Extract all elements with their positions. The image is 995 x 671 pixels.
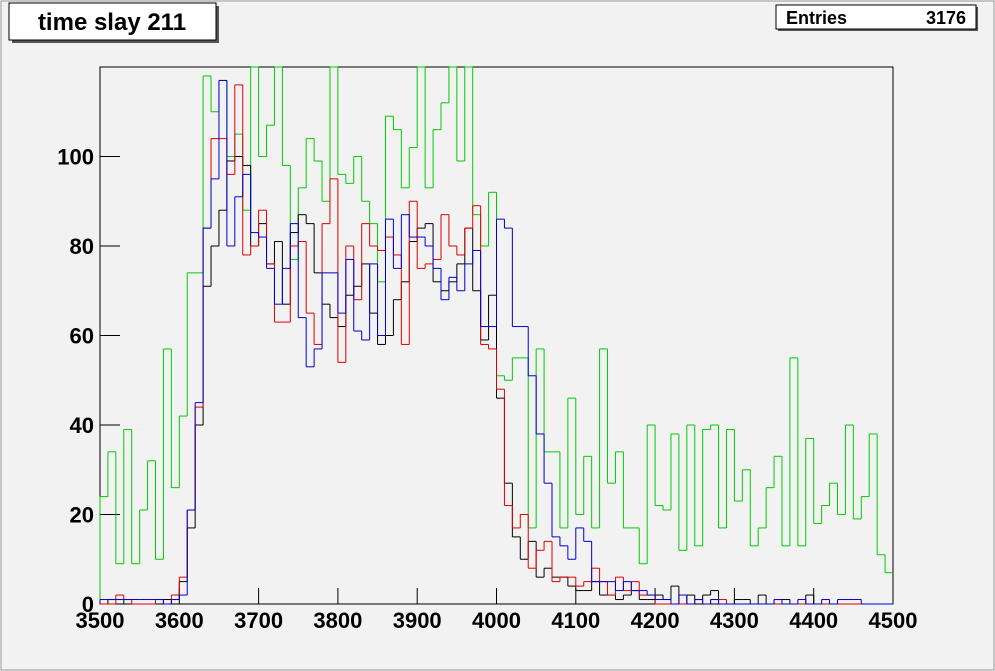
x-tick-label: 4500 <box>869 608 918 633</box>
y-tick-label: 60 <box>70 324 94 349</box>
chart-title: time slay 211 <box>38 9 186 36</box>
y-tick-label: 80 <box>70 234 94 259</box>
stats-value: 3176 <box>926 8 966 28</box>
x-tick-label: 3700 <box>234 608 283 633</box>
x-tick-label: 3500 <box>76 608 125 633</box>
x-tick-label: 3800 <box>313 608 362 633</box>
stats-label: Entries <box>786 8 847 28</box>
x-tick-label: 3600 <box>155 608 204 633</box>
x-tick-label: 3900 <box>393 608 442 633</box>
y-tick-label: 0 <box>82 592 94 617</box>
y-tick-label: 40 <box>70 413 94 438</box>
x-tick-label: 4200 <box>631 608 680 633</box>
title-box <box>8 2 217 41</box>
x-tick-label: 4100 <box>551 608 600 633</box>
y-tick-label: 20 <box>70 503 94 528</box>
y-tick-label: 100 <box>57 145 94 170</box>
stats-box <box>775 4 977 30</box>
x-tick-label: 4000 <box>472 608 521 633</box>
x-tick-label: 4300 <box>710 608 759 633</box>
x-tick-label: 4400 <box>789 608 838 633</box>
